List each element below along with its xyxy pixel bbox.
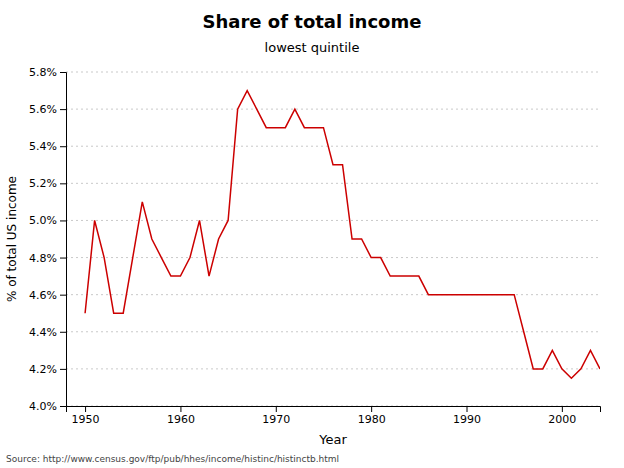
y-tick: 4.0% [29, 400, 66, 413]
grid-line [66, 72, 600, 73]
x-tick-label: 1950 [72, 413, 100, 426]
x-tick: 1950 [72, 406, 100, 426]
grid-line [66, 220, 600, 221]
y-tick: 5.6% [29, 103, 66, 116]
y-tick-mark [60, 183, 66, 184]
y-tick-label: 5.0% [29, 214, 57, 227]
x-tick-label: 1960 [167, 413, 195, 426]
grid-line [66, 109, 600, 110]
grid-line [66, 183, 600, 184]
y-tick-label: 4.8% [29, 252, 57, 265]
y-tick-mark [60, 258, 66, 259]
x-tick: 1980 [358, 406, 386, 426]
x-axis-title: Year [318, 432, 347, 447]
y-tick-mark [60, 295, 66, 296]
y-axis-line [60, 73, 67, 407]
subtitle: lowest quintile [265, 40, 360, 55]
x-tick-label: 1990 [453, 413, 481, 426]
x-tick-mark [180, 406, 181, 412]
x-tick-label: 2000 [548, 413, 576, 426]
y-tick-label: 4.0% [29, 400, 57, 413]
x-tick: 2000 [548, 406, 576, 426]
x-tick-mark [562, 406, 563, 412]
y-tick: 4.4% [29, 326, 66, 339]
source: Source: http://www.census.gov/ftp/pub/hh… [6, 454, 339, 464]
y-tick: 4.2% [29, 363, 66, 376]
title: Share of total income [203, 11, 422, 32]
x-tick: 1960 [167, 406, 195, 426]
grid-line [66, 146, 600, 147]
x-axis: 1950 1960 1970 1980 1990 2000 [67, 406, 601, 426]
y-axis-title: % of total US income [5, 176, 19, 302]
marks [85, 91, 600, 379]
y-tick: 4.6% [29, 289, 66, 302]
x-tick-mark [276, 406, 277, 412]
y-tick-label: 5.2% [29, 177, 57, 190]
y-tick-mark [60, 406, 66, 407]
x-tick-mark [85, 406, 86, 412]
y-tick-mark [60, 109, 66, 110]
plot: 1950 1960 1970 1980 1990 2000 4.0% 4.2% 4.4% 4.6%… [29, 66, 600, 426]
y-tick-label: 5.4% [29, 140, 57, 153]
x-tick: 1990 [453, 406, 481, 426]
y-tick: 5.8% [29, 66, 66, 79]
grid-line [66, 257, 600, 258]
x-tick-mark [371, 406, 372, 412]
y-tick-label: 4.6% [29, 289, 57, 302]
y-tick-mark [60, 146, 66, 147]
y-tick: 5.4% [29, 140, 66, 153]
x-axis-line [67, 407, 601, 413]
x-tick: 1970 [262, 406, 290, 426]
y-tick-label: 4.2% [29, 363, 57, 376]
y-tick: 4.8% [29, 252, 66, 265]
line [85, 91, 600, 379]
y-tick-label: 4.4% [29, 326, 57, 339]
y-tick-mark [60, 332, 66, 333]
y-tick-mark [60, 369, 66, 370]
y-axis: 4.0% 4.2% 4.4% 4.6% 4.8% 5.0% 5.2% 5.4% 5.6% 5.8% [29, 66, 66, 413]
chart: Share of total income lowest quintile 1950… [0, 0, 624, 468]
y-tick: 5.2% [29, 177, 66, 190]
grid [66, 72, 600, 406]
x-tick-label: 1980 [358, 413, 386, 426]
y-tick-mark [60, 220, 66, 221]
y-tick: 5.0% [29, 214, 66, 227]
x-tick-label: 1970 [262, 413, 290, 426]
y-tick-mark [60, 72, 66, 73]
y-tick-label: 5.8% [29, 66, 57, 79]
grid-line [66, 294, 600, 295]
y-tick-label: 5.6% [29, 103, 57, 116]
grid-line [66, 331, 600, 332]
x-tick-mark [467, 406, 468, 412]
grid-line [66, 368, 600, 369]
